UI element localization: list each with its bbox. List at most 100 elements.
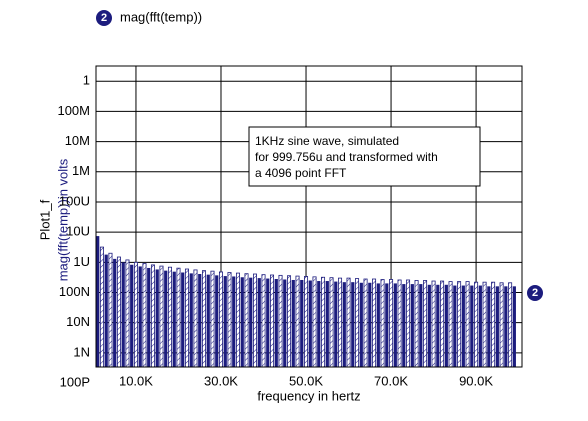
bar — [304, 276, 309, 368]
bar — [227, 272, 232, 368]
bar — [257, 278, 261, 367]
bar — [291, 279, 295, 367]
y-tick-label: 10N — [66, 314, 90, 329]
bar — [274, 279, 278, 367]
bar — [138, 266, 142, 367]
bar — [130, 264, 134, 367]
y-tick-label: 10U — [66, 224, 90, 239]
bar — [342, 282, 346, 367]
x-tick-label: 90.0K — [459, 373, 493, 388]
bar — [99, 246, 104, 368]
annotation-box — [248, 126, 481, 187]
bar — [470, 285, 474, 367]
bar — [164, 270, 168, 367]
bar — [155, 269, 159, 367]
bar — [167, 266, 172, 368]
y-tick-label: 100M — [57, 103, 90, 118]
bar — [321, 276, 326, 368]
y-tick-label: 100P — [60, 374, 90, 389]
bar — [440, 280, 445, 368]
bar — [215, 275, 219, 367]
x-tick-label: 50.0K — [289, 373, 323, 388]
trace-badge — [527, 285, 543, 301]
bar — [487, 286, 491, 367]
bar — [96, 236, 100, 367]
bar — [270, 274, 275, 368]
bar — [393, 283, 397, 367]
plot-frame — [95, 65, 523, 368]
y-tick-label: 100N — [59, 284, 90, 299]
bar — [176, 267, 181, 368]
bar — [419, 284, 423, 367]
bar — [312, 276, 317, 368]
x-tick-label: 10.0K — [119, 373, 153, 388]
bar — [295, 275, 300, 368]
y-axis-label: mag(fft(temp))in volts — [55, 158, 70, 281]
bar — [249, 277, 253, 367]
bar — [172, 271, 176, 367]
y-tick-label: 100U — [59, 193, 90, 208]
bar — [278, 274, 283, 368]
bar — [508, 282, 513, 368]
bar — [346, 277, 351, 368]
bar — [495, 286, 499, 367]
bar — [113, 258, 117, 367]
bar — [465, 281, 470, 368]
bar — [457, 281, 462, 368]
bar — [235, 272, 240, 368]
x-tick-label: 70.0K — [374, 373, 408, 388]
bar — [198, 274, 202, 367]
bar — [133, 261, 138, 368]
bar — [351, 282, 355, 367]
trace-badge-label: 2 — [532, 287, 538, 299]
bar — [482, 281, 487, 368]
annotation: for 999.756u and transformed with — [255, 150, 438, 164]
legend-badge — [96, 10, 112, 26]
bar — [159, 265, 164, 368]
y-tick-label: 1U — [73, 254, 90, 269]
y-tick-label: 10M — [65, 133, 90, 148]
annotation: a 4096 point FFT — [255, 166, 347, 180]
bar — [116, 256, 121, 368]
y-tick-label: 1N — [73, 344, 90, 359]
bar — [474, 281, 479, 368]
bar — [240, 277, 244, 367]
bar — [181, 272, 185, 367]
bar — [491, 281, 496, 368]
bar — [150, 264, 155, 368]
bar — [300, 279, 304, 367]
bar — [402, 284, 406, 367]
bar — [368, 282, 372, 367]
bar — [244, 273, 249, 368]
x-tick-label: 30.0K — [204, 373, 238, 388]
bar — [444, 284, 448, 367]
bar — [206, 274, 210, 367]
bar — [380, 279, 385, 368]
bar — [121, 262, 125, 367]
x-axis-label: frequency in hertz — [257, 388, 360, 403]
bar — [453, 285, 457, 367]
bar — [283, 279, 287, 367]
bar — [499, 282, 504, 368]
annotation: 1KHz sine wave, simulated — [255, 134, 399, 148]
bar — [201, 270, 206, 368]
bar — [389, 279, 394, 368]
bar — [308, 280, 312, 367]
bar — [210, 270, 215, 368]
bar — [363, 278, 368, 368]
bar — [218, 271, 223, 368]
bar — [397, 279, 402, 368]
bar — [287, 275, 292, 368]
bar — [427, 284, 431, 367]
bar — [193, 269, 198, 368]
bar — [125, 259, 130, 368]
bar — [376, 283, 380, 367]
bar — [232, 276, 236, 367]
bar — [448, 281, 453, 368]
bar — [104, 254, 108, 367]
bar — [385, 283, 389, 367]
bar — [436, 284, 440, 367]
bar — [334, 281, 338, 367]
bar — [431, 280, 436, 368]
bar — [359, 282, 363, 367]
